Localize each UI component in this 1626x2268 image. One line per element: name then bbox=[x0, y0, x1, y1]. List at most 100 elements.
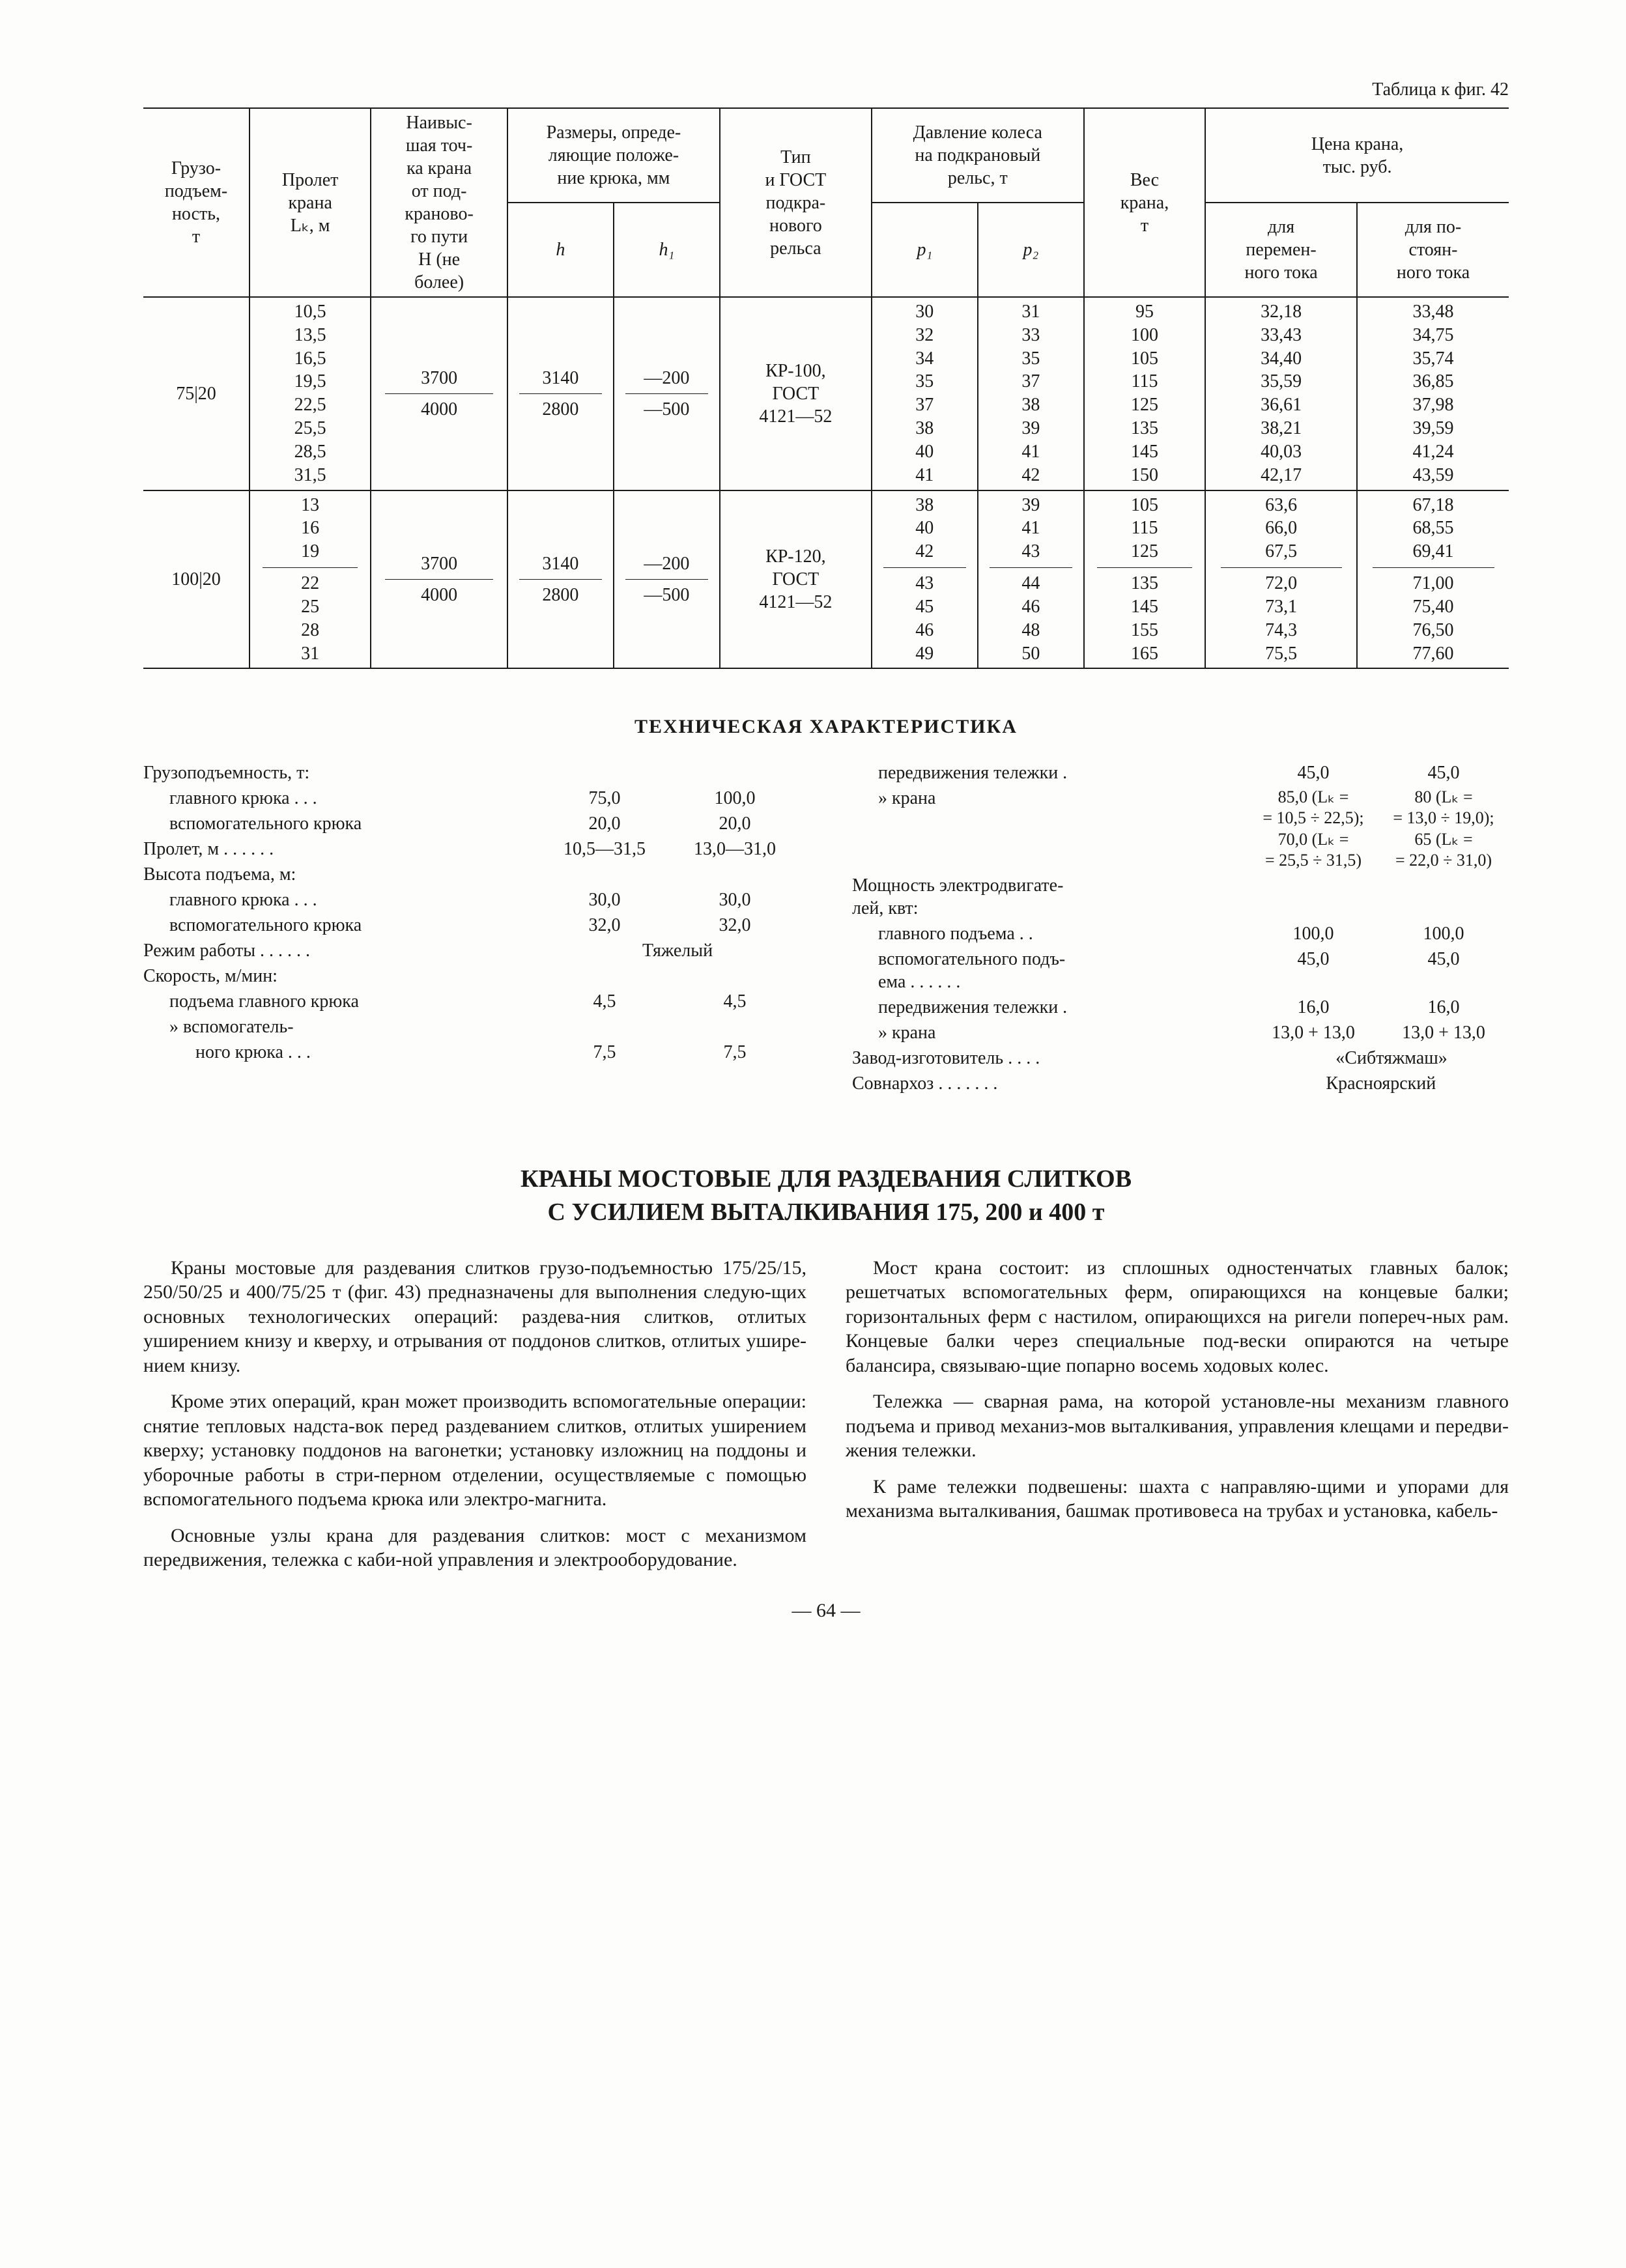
page-number: — 64 — bbox=[143, 1598, 1509, 1623]
cell-p2: 39414344464850 bbox=[978, 490, 1084, 669]
spec-label: Завод-изготовитель . . . . bbox=[852, 1047, 1274, 1070]
cell-h1: —200—500 bbox=[614, 490, 720, 669]
th-p2: p₂ bbox=[978, 203, 1084, 297]
th-span: Пролет крана Lₖ, м bbox=[250, 108, 371, 297]
cell-wt: 105115125135145155165 bbox=[1084, 490, 1205, 669]
main-table: Грузо- подъем- ность, т Пролет крана Lₖ,… bbox=[143, 107, 1509, 669]
spec-value: 75,0 bbox=[539, 787, 670, 810]
article-body: Краны мостовые для раздевания слитков гр… bbox=[143, 1256, 1509, 1572]
cell-h: 31402800 bbox=[507, 490, 614, 669]
cell-capacity: 100|20 bbox=[143, 490, 250, 669]
spec-value: 30,0 bbox=[670, 888, 800, 911]
spec-value: Красноярский bbox=[1253, 1072, 1509, 1095]
th-ac: для перемен- ного тока bbox=[1205, 203, 1357, 297]
spec-value: 45,0 bbox=[1248, 761, 1378, 784]
cell-ac: 32,1833,4334,4035,5936,6138,2140,0342,17 bbox=[1205, 297, 1357, 490]
spec-value: 4,5 bbox=[539, 990, 670, 1013]
cell-h: 31402800 bbox=[507, 297, 614, 490]
table-row: 75|20 10,513,516,519,522,525,528,531,5 3… bbox=[143, 297, 1509, 490]
spec-label: Скорость, м/мин: bbox=[143, 965, 800, 987]
body-paragraph: Тележка — сварная рама, на которой устан… bbox=[846, 1389, 1509, 1463]
spec-label: » вспомогатель- bbox=[169, 1015, 800, 1038]
cell-capacity: 75|20 bbox=[143, 297, 250, 490]
spec-label: передвижения тележки . bbox=[878, 996, 1248, 1019]
th-rail: Тип и ГОСТ подкра- нового рельса bbox=[720, 108, 872, 297]
spec-value: 85,0 (Lₖ == 10,5 ÷ 22,5); 70,0 (Lₖ == 25… bbox=[1248, 787, 1378, 872]
cell-p1: 3032343537384041 bbox=[872, 297, 978, 490]
cell-spans: 13161922252831 bbox=[250, 490, 371, 669]
spec-value: 45,0 bbox=[1378, 761, 1509, 784]
spec-label: вспомогательного подъ- ема . . . . . . bbox=[878, 948, 1248, 993]
spec-value: 4,5 bbox=[670, 990, 800, 1013]
tech-title: ТЕХНИЧЕСКАЯ ХАРАКТЕРИСТИКА bbox=[143, 715, 1509, 739]
spec-value: 13,0 + 13,0 bbox=[1248, 1021, 1378, 1044]
spec-label: Режим работы . . . . . . bbox=[143, 939, 555, 962]
cell-h1: —200—500 bbox=[614, 297, 720, 490]
body-paragraph: Мост крана состоит: из сплошных одностен… bbox=[846, 1256, 1509, 1378]
th-height: Наивыс- шая точ- ка крана от под- кранов… bbox=[371, 108, 507, 297]
cell-p1: 38404243454649 bbox=[872, 490, 978, 669]
spec-label: главного крюка . . . bbox=[169, 888, 539, 911]
table-head: Грузо- подъем- ность, т Пролет крана Lₖ,… bbox=[143, 108, 1509, 297]
spec-value: 30,0 bbox=[539, 888, 670, 911]
table-row: 100|20 13161922252831 37004000 31402800 … bbox=[143, 490, 1509, 669]
spec-label: ного крюка . . . bbox=[195, 1041, 539, 1064]
spec-value: 20,0 bbox=[539, 812, 670, 835]
page: Таблица к фиг. 42 Грузо- подъем- ность, … bbox=[0, 0, 1626, 2268]
body-paragraph: Кроме этих операций, кран может производ… bbox=[143, 1389, 806, 1512]
tech-spec: Грузоподъемность, т: главного крюка . . … bbox=[143, 759, 1509, 1098]
spec-value: 7,5 bbox=[670, 1041, 800, 1064]
spec-label: вспомогательного крюка bbox=[169, 812, 539, 835]
spec-label: Грузоподъемность, т: bbox=[143, 761, 800, 784]
th-dc: для по- стоян- ного тока bbox=[1357, 203, 1509, 297]
th-capacity: Грузо- подъем- ность, т bbox=[143, 108, 250, 297]
spec-label: Пролет, м . . . . . . bbox=[143, 838, 539, 860]
cell-rail: КР-100, ГОСТ 4121—52 bbox=[720, 297, 872, 490]
spec-value: 16,0 bbox=[1378, 996, 1509, 1019]
tech-left: Грузоподъемность, т: главного крюка . . … bbox=[143, 759, 800, 1098]
spec-label: подъема главного крюка bbox=[169, 990, 539, 1013]
th-pressure: Давление колеса на подкрановый рельс, т bbox=[872, 108, 1084, 203]
spec-label: главного крюка . . . bbox=[169, 787, 539, 810]
cell-rail: КР-120, ГОСТ 4121—52 bbox=[720, 490, 872, 669]
body-paragraph: Краны мостовые для раздевания слитков гр… bbox=[143, 1256, 806, 1378]
spec-value: 45,0 bbox=[1248, 948, 1378, 971]
table-caption: Таблица к фиг. 42 bbox=[143, 78, 1509, 101]
spec-value: 10,5—31,5 bbox=[539, 838, 670, 860]
th-price: Цена крана, тыс. руб. bbox=[1205, 108, 1509, 203]
spec-value: 32,0 bbox=[670, 914, 800, 937]
spec-value: 20,0 bbox=[670, 812, 800, 835]
cell-p2: 3133353738394142 bbox=[978, 297, 1084, 490]
spec-value: 100,0 bbox=[670, 787, 800, 810]
spec-label: вспомогательного крюка bbox=[169, 914, 539, 937]
tech-right: передвижения тележки . 45,0 45,0 » крана… bbox=[852, 759, 1509, 1098]
spec-label: » крана bbox=[878, 1021, 1248, 1044]
spec-value: 13,0—31,0 bbox=[670, 838, 800, 860]
spec-label: Высота подъема, м: bbox=[143, 863, 800, 886]
cell-dc: 67,1868,5569,4171,0075,4076,5077,60 bbox=[1357, 490, 1509, 669]
spec-value: 32,0 bbox=[539, 914, 670, 937]
article-title: КРАНЫ МОСТОВЫЕ ДЛЯ РАЗДЕВАНИЯ СЛИТКОВ С … bbox=[143, 1163, 1509, 1230]
cell-spans: 10,513,516,519,522,525,528,531,5 bbox=[250, 297, 371, 490]
th-p1: p₁ bbox=[872, 203, 978, 297]
spec-value: Тяжелый bbox=[555, 939, 800, 962]
spec-value: 13,0 + 13,0 bbox=[1378, 1021, 1509, 1044]
th-h: h bbox=[507, 203, 614, 297]
table-body: 75|20 10,513,516,519,522,525,528,531,5 3… bbox=[143, 297, 1509, 668]
spec-value: 100,0 bbox=[1378, 922, 1509, 945]
spec-label: » крана bbox=[878, 787, 1248, 810]
body-paragraph: Основные узлы крана для раздевания слитк… bbox=[143, 1524, 806, 1572]
spec-value: 100,0 bbox=[1248, 922, 1378, 945]
spec-value: 45,0 bbox=[1378, 948, 1509, 971]
spec-value: 80 (Lₖ == 13,0 ÷ 19,0); 65 (Lₖ == 22,0 ÷… bbox=[1378, 787, 1509, 872]
spec-label: передвижения тележки . bbox=[878, 761, 1248, 784]
th-h1: h₁ bbox=[614, 203, 720, 297]
spec-value: 16,0 bbox=[1248, 996, 1378, 1019]
spec-value: «Сибтяжмаш» bbox=[1274, 1047, 1509, 1070]
cell-ac: 63,666,067,572,073,174,375,5 bbox=[1205, 490, 1357, 669]
cell-H: 37004000 bbox=[371, 297, 507, 490]
cell-H: 37004000 bbox=[371, 490, 507, 669]
spec-value: 7,5 bbox=[539, 1041, 670, 1064]
th-weight: Вес крана, т bbox=[1084, 108, 1205, 297]
cell-wt: 95100105115125135145150 bbox=[1084, 297, 1205, 490]
